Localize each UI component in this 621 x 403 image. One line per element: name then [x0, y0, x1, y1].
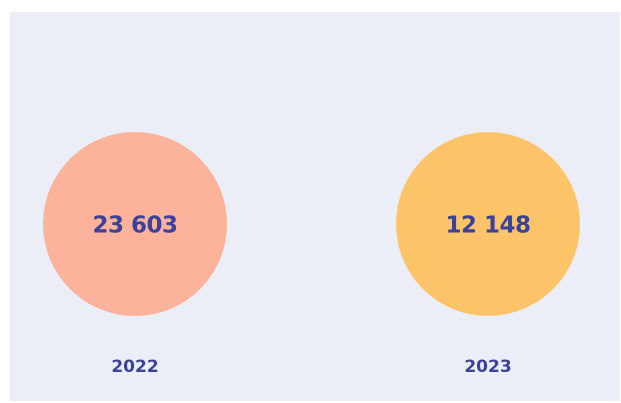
- category-label: 2022: [111, 357, 158, 377]
- value-label: 23 603: [92, 213, 177, 239]
- value-label: 12 148: [445, 213, 530, 239]
- stat-circle: [396, 132, 580, 316]
- stat-circle: [43, 132, 227, 316]
- category-label: 2023: [464, 357, 511, 377]
